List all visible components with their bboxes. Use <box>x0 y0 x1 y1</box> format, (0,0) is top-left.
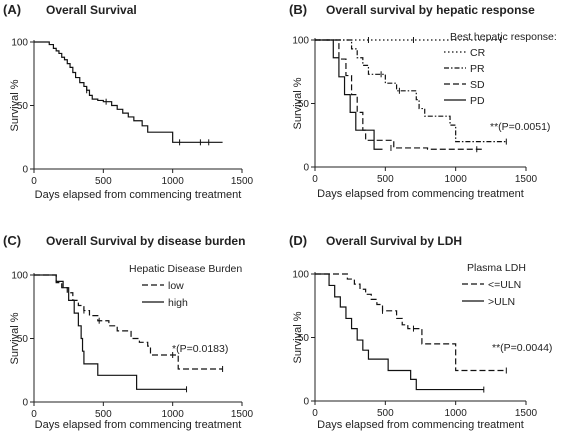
chart-title: Overall Survival by LDH <box>326 234 462 248</box>
y-tick-label: 100 <box>292 270 309 281</box>
survival-curve-uln <box>315 273 484 391</box>
x-tick-label: 1000 <box>162 409 185 420</box>
y-axis-label: Survival % <box>9 312 21 364</box>
legend-label: high <box>168 297 188 309</box>
x-tick-label: 1000 <box>445 408 468 419</box>
x-tick-label: 0 <box>312 408 318 419</box>
survival-curve-sd <box>315 39 484 150</box>
y-axis-label: Survival % <box>292 77 304 129</box>
x-tick-label: 1500 <box>231 409 254 420</box>
y-tick-label: 50 <box>17 334 29 345</box>
x-tick-label: 1500 <box>515 174 538 185</box>
legend-label: <=ULN <box>488 279 521 291</box>
y-axis-label: Survival % <box>9 79 21 131</box>
y-tick-label: 100 <box>11 38 28 49</box>
chart-title: Overall Survival by disease burden <box>46 234 245 248</box>
p-value-annotation: **(P=0.0044) <box>492 342 552 354</box>
y-tick-label: 0 <box>303 163 309 174</box>
panel-label: (C) <box>3 233 21 248</box>
x-tick-label: 500 <box>377 408 394 419</box>
survival-curve-pr <box>315 39 507 143</box>
legend-title: Best hepatic response: <box>450 31 557 43</box>
y-tick-label: 50 <box>17 101 29 112</box>
x-tick-label: 1000 <box>445 174 468 185</box>
x-tick-label: 1500 <box>515 408 538 419</box>
x-tick-label: 500 <box>95 409 112 420</box>
chart-title: Overall Survival <box>46 3 137 17</box>
x-axis-label: Days elapsed from commencing treatment <box>317 188 524 200</box>
x-axis-label: Days elapsed from commencing treatment <box>35 419 242 431</box>
x-tick-label: 0 <box>31 176 37 187</box>
legend-label: CR <box>470 47 486 59</box>
y-tick-label: 0 <box>303 397 309 408</box>
y-tick-label: 100 <box>292 36 309 47</box>
chart-panel-A: (A) Overall Survival 0 500 1000 1500 0 50 100 Day… <box>3 2 254 201</box>
legend-label: >ULN <box>488 296 515 308</box>
x-tick-label: 0 <box>31 409 37 420</box>
y-tick-label: 100 <box>11 271 28 282</box>
survival-curve-uln <box>315 273 507 372</box>
panel-label: (A) <box>3 2 21 17</box>
x-tick-label: 500 <box>377 174 394 185</box>
legend-label: SD <box>470 79 485 91</box>
y-tick-label: 50 <box>298 333 310 344</box>
x-tick-label: 500 <box>95 176 112 187</box>
survival-curve-high <box>34 274 187 390</box>
x-axis-label: Days elapsed from commencing treatment <box>317 419 524 431</box>
survival-curve-series0 <box>34 41 223 143</box>
legend-label: PD <box>470 95 485 107</box>
y-tick-label: 50 <box>298 99 310 110</box>
x-axis-label: Days elapsed from commencing treatment <box>35 189 242 201</box>
legend-label: PR <box>470 63 485 75</box>
p-value-annotation: **(P=0.0051) <box>490 121 550 133</box>
legend-title: Plasma LDH <box>467 262 526 274</box>
legend-label: low <box>168 280 184 292</box>
survival-curve-pd <box>315 39 383 150</box>
panel-label: (B) <box>289 2 307 17</box>
x-tick-label: 1000 <box>162 176 185 187</box>
panel-label: (D) <box>289 233 307 248</box>
chart-panel-C: (C) Overall Survival by disease burden 0 50… <box>3 233 254 431</box>
y-axis-label: Survival % <box>292 311 304 363</box>
legend-title: Hepatic Disease Burden <box>129 263 242 275</box>
x-tick-label: 1500 <box>231 176 254 187</box>
chart-panel-D: (D) Overall Survival by LDH 0 500 1000 1500 0 5… <box>289 233 552 431</box>
p-value-annotation: *(P=0.0183) <box>172 343 228 355</box>
y-tick-label: 0 <box>22 398 28 409</box>
chart-title: Overall survival by hepatic response <box>326 3 535 17</box>
x-tick-label: 0 <box>312 174 318 185</box>
y-tick-label: 0 <box>22 165 28 176</box>
chart-panel-B: (B) Overall survival by hepatic response 0… <box>289 2 557 200</box>
